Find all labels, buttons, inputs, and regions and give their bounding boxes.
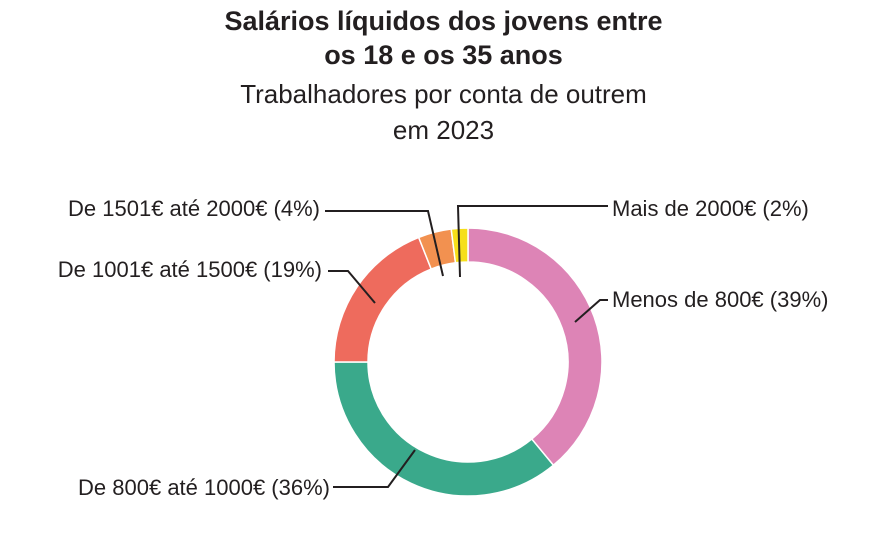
chart-subtitle-line-2: em 2023 — [392, 115, 495, 145]
slice-de-800-ate-1000 — [333, 361, 555, 497]
slice-label-mais-de-2000: Mais de 2000€ (2%) — [612, 196, 809, 221]
donut-slices — [333, 227, 603, 497]
chart-title-line-2: os 18 e os 35 anos — [324, 40, 563, 70]
leader-lines — [325, 205, 608, 488]
leader-line-de-1501-ate-2000 — [325, 210, 444, 277]
slice-label-de-800-ate-1000: De 800€ até 1000€ (36%) — [78, 475, 330, 500]
leader-line-menos-de-800 — [574, 299, 608, 323]
slice-menos-de-800 — [467, 227, 603, 467]
chart-subtitle-line-1: Trabalhadores por conta de outrem — [240, 79, 647, 109]
slice-label-menos-de-800: Menos de 800€ (39%) — [612, 287, 828, 312]
slice-labels: Menos de 800€ (39%) De 800€ até 1000€ (36… — [58, 196, 829, 500]
leader-line-mais-de-2000 — [456, 205, 608, 278]
leader-line-de-1001-ate-1500 — [328, 270, 376, 304]
chart-title-line-1: Salários líquidos dos jovens entre — [224, 6, 663, 36]
slice-label-de-1001-ate-1500: De 1001€ até 1500€ (19%) — [58, 257, 322, 282]
slice-de-1001-ate-1500 — [333, 236, 433, 363]
leader-line-de-800-ate-1000 — [333, 449, 416, 488]
slice-label-de-1501-ate-2000: De 1501€ até 2000€ (4%) — [68, 196, 320, 221]
